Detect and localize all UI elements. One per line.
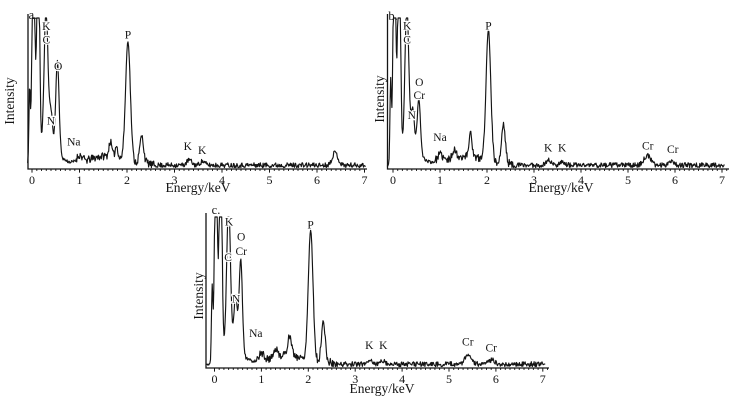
element-label-p: P [307,219,313,231]
element-label-c: C [224,252,232,264]
element-label-n: N [232,293,241,305]
spectrum-trace [27,17,366,169]
element-label-na: Na [433,132,446,144]
x-tick-label: 5 [267,173,273,187]
axes-lines [205,213,549,369]
x-tick-label: 0 [390,173,396,187]
x-axis-title: Energy/keV [529,180,594,195]
element-label-p: P [485,20,491,32]
panel-label-a: a. [29,8,38,22]
x-tick-label: 0 [212,372,218,386]
x-axis-title: Energy/keV [350,381,415,396]
spectrum-trace [205,216,546,368]
element-label-cr: Cr [642,140,654,152]
element-label-cr: Cr [414,90,426,102]
x-tick-label: 6 [493,372,499,386]
element-label-k: K [225,216,234,228]
element-label-k: K [403,20,412,32]
x-axis-ticks [214,368,548,372]
y-axis-title: Intensity [372,75,387,122]
x-tick-label: 7 [362,173,368,187]
y-axis-title: Intensity [2,77,17,124]
x-tick-label: 3 [352,372,358,386]
element-label-o: O [54,61,62,73]
element-label-o: O [237,231,245,243]
element-label-c: C [42,35,50,47]
element-label-k: K [42,21,51,33]
x-axis-title: Energy/keV [166,180,231,195]
x-axis-ticks [392,169,728,173]
x-tick-label: 4 [219,173,225,187]
x-tick-label: 3 [531,173,537,187]
axes-lines [27,14,367,170]
element-label-k: K [379,340,388,352]
x-tick-label: 1 [77,173,83,187]
axes-lines [386,14,729,170]
x-tick-label: 1 [258,372,264,386]
element-label-k: K [184,141,193,153]
x-tick-label: 1 [437,173,443,187]
spectrum-trace [386,17,725,169]
element-label-c: C [403,35,411,47]
element-label-k: K [198,145,207,157]
x-tick-label: 3 [172,173,178,187]
x-axis-ticks [31,169,365,173]
element-label-cr: Cr [235,246,247,258]
x-tick-label: 6 [314,173,320,187]
x-tick-label: 6 [672,173,678,187]
element-label-na: Na [249,328,262,340]
element-label-cr: Cr [667,144,679,156]
element-label-cr: Cr [462,336,474,348]
element-label-na: Na [67,137,80,149]
element-label-k: K [558,143,567,155]
x-tick-label: 4 [578,173,584,187]
x-tick-label: 5 [446,372,452,386]
element-label-n: N [47,116,56,128]
x-tick-label: 2 [124,173,130,187]
element-label-p: P [125,29,131,41]
x-tick-label: 0 [29,173,35,187]
x-tick-label: 2 [305,372,311,386]
x-tick-label: 7 [719,173,725,187]
x-tick-label: 5 [625,173,631,187]
x-tick-label: 4 [399,372,405,386]
y-axis-title: Intensity [191,272,206,319]
panel-label-c: c. [212,203,221,217]
x-tick-label: 2 [484,173,490,187]
element-label-o: O [415,77,423,89]
element-label-cr: Cr [485,342,497,354]
panel-label-b: b. [388,9,397,23]
element-label-n: N [408,110,417,122]
element-label-k: K [544,143,553,155]
element-label-k: K [365,340,374,352]
x-tick-label: 7 [540,372,546,386]
